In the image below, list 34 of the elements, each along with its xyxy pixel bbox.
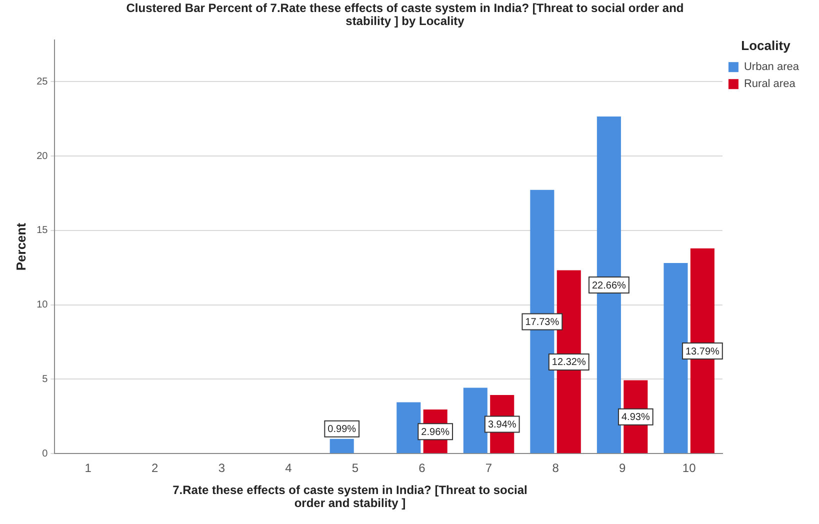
chart-title: Clustered Bar Percent of 7.Rate these effects of caste system in India? [Threat to social order and stability ] by Locality — [125, 1, 685, 28]
x-tick-label: 6 — [418, 461, 426, 476]
x-tick-label: 1 — [84, 461, 92, 476]
data-label: 22.66% — [592, 280, 626, 292]
x-tick-label: 3 — [218, 461, 226, 476]
x-tick-label: 4 — [285, 461, 292, 476]
bar — [664, 263, 688, 454]
data-label: 4.93% — [621, 412, 650, 424]
data-label: 2.96% — [421, 426, 450, 438]
data-label: 13.79% — [685, 346, 720, 358]
x-tick-label: 8 — [552, 461, 560, 476]
bar — [330, 438, 354, 454]
data-label: 17.73% — [525, 316, 560, 328]
y-tick-label: 25 — [36, 76, 48, 88]
y-tick-label: 5 — [42, 374, 48, 385]
x-tick-label: 5 — [352, 461, 359, 476]
bar — [396, 402, 421, 454]
legend-label: Urban area — [744, 61, 800, 74]
x-axis-title: 7.Rate these effects of caste system in India? [Threat to social order and stability ] — [172, 483, 528, 510]
x-tick-label: 9 — [618, 461, 626, 476]
y-tick-label: 0 — [42, 448, 48, 460]
y-tick-label: 10 — [36, 300, 48, 311]
x-tick-label: 7 — [485, 461, 492, 476]
y-tick-label: 20 — [36, 150, 48, 162]
y-tick-label: 15 — [36, 225, 48, 236]
data-label: 0.99% — [328, 424, 356, 436]
x-tick-label: 10 — [682, 461, 696, 476]
legend-title: Locality — [741, 38, 792, 54]
data-label: 3.94% — [488, 420, 516, 431]
y-axis-title: Percent — [13, 222, 28, 271]
legend-label: Rural area — [744, 78, 796, 90]
bar — [463, 388, 488, 454]
x-tick-label: 2 — [152, 461, 159, 476]
data-label: 12.32% — [552, 357, 586, 368]
